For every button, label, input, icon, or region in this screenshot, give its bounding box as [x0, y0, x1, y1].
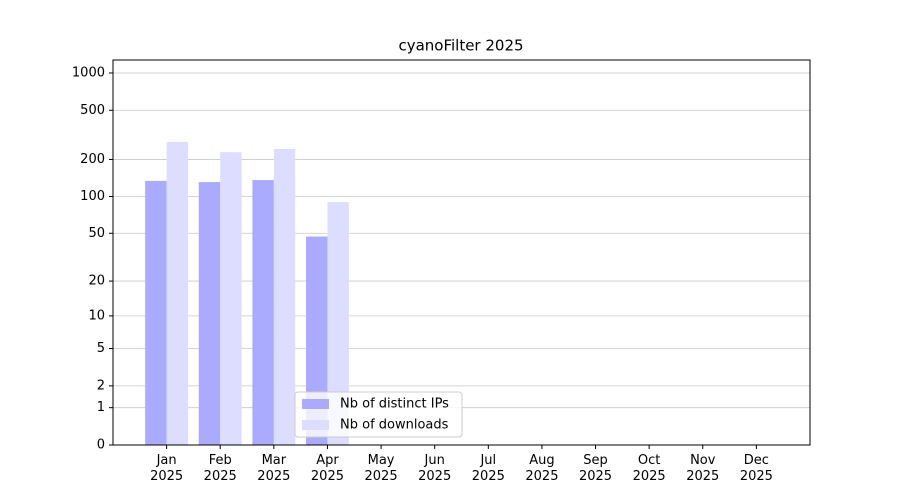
- legend-swatch: [302, 420, 329, 430]
- bar: [273, 148, 296, 446]
- x-tick-label: Dec 2025: [739, 453, 773, 484]
- x-tick-label: Nov 2025: [686, 453, 720, 484]
- bar: [220, 152, 242, 445]
- y-tick-label: 50: [88, 226, 105, 241]
- bar: [198, 182, 221, 445]
- x-tick-label: Oct 2025: [632, 453, 666, 484]
- x-tick-label: Jun 2025: [418, 453, 452, 484]
- x-tick-label: Feb 2025: [203, 453, 237, 484]
- bar: [145, 180, 167, 445]
- axes-frame: [112, 59, 811, 446]
- bar: [166, 141, 189, 446]
- x-tick-label: Mar 2025: [257, 453, 291, 484]
- x-tick-label: Sep 2025: [578, 453, 613, 484]
- y-tick-label: 500: [80, 103, 105, 118]
- x-tick-label: May 2025: [364, 453, 398, 484]
- y-tick-label: 100: [80, 189, 105, 204]
- y-tick-label: 0: [97, 438, 105, 453]
- legend: Nb of distinct IPs Nb of downloads: [294, 391, 463, 438]
- bar: [327, 202, 349, 445]
- y-tick-label: 10: [88, 308, 105, 323]
- y-tick-label: 1: [97, 400, 105, 415]
- legend-swatch: [302, 399, 329, 409]
- chart-title: cyanoFilter 2025: [398, 37, 523, 55]
- x-tick-label: Apr 2025: [310, 453, 344, 484]
- x-tick-label: Jan 2025: [150, 453, 184, 484]
- y-tick-label: 1000: [72, 65, 105, 80]
- y-tick-label: 200: [80, 152, 105, 167]
- legend-label: Nb of downloads: [340, 418, 449, 433]
- legend-label: Nb of distinct IPs: [340, 397, 449, 412]
- y-tick-label: 5: [97, 341, 105, 356]
- bar: [252, 180, 274, 445]
- x-tick-label: Jul 2025: [471, 453, 505, 484]
- y-tick-label: 20: [88, 274, 105, 289]
- x-tick-label: Aug 2025: [525, 453, 559, 484]
- legend-box: [294, 391, 463, 438]
- y-tick-label: 2: [97, 378, 105, 393]
